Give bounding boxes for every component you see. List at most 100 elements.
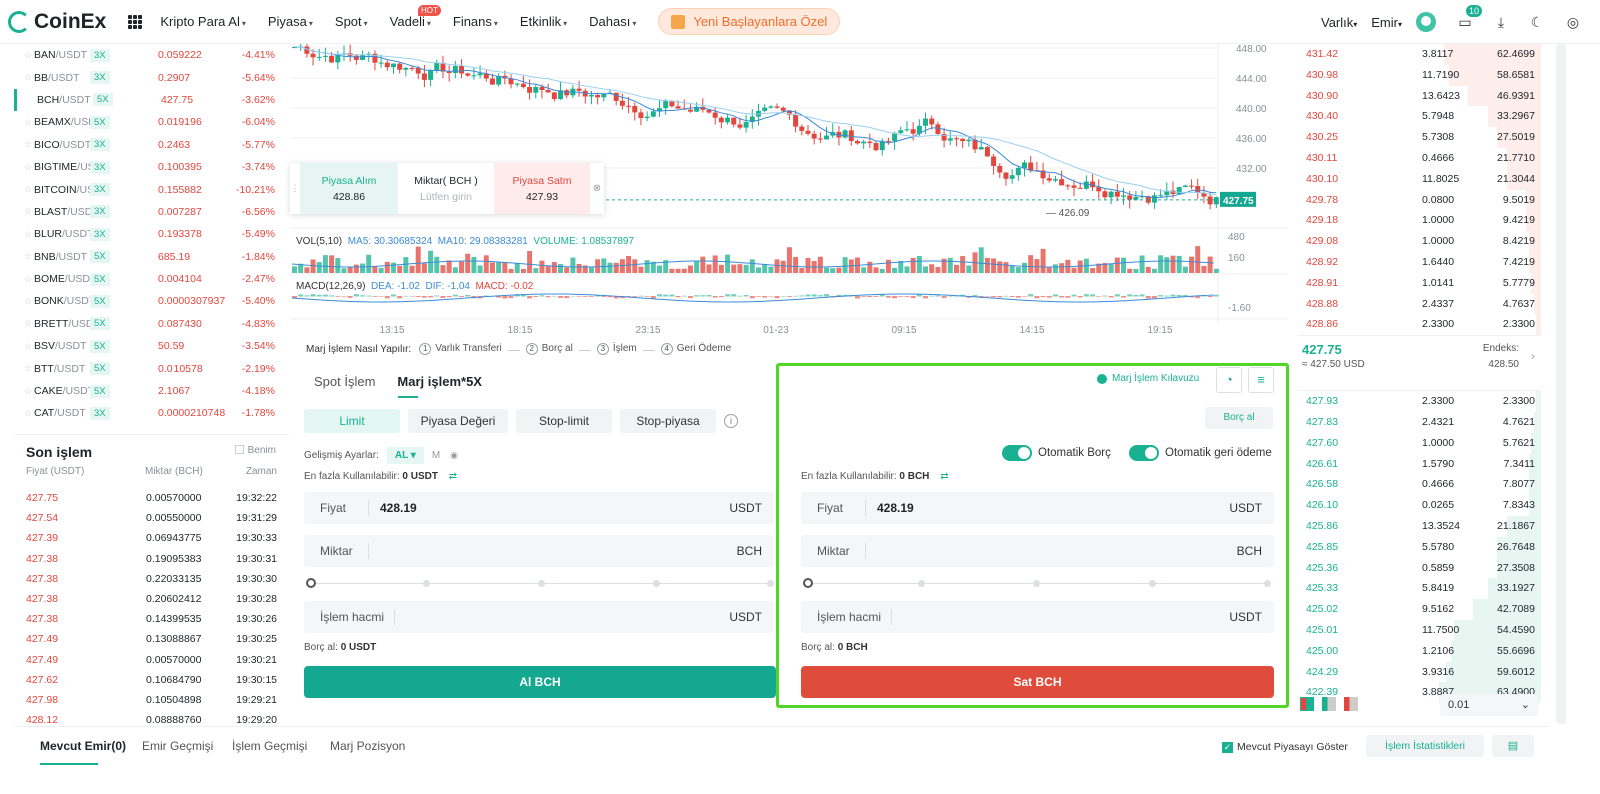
market-row[interactable]: ☆ BRETT/USDT 5X 0.087430 -4.83%: [14, 313, 289, 335]
book-view-both-icon[interactable]: [1300, 697, 1314, 711]
close-icon[interactable]: ⊗: [592, 183, 602, 194]
market-row[interactable]: ☆ BB/USDT 3X 0.2907 -5.64%: [14, 66, 289, 88]
market-row[interactable]: ☆ BLUR/USDT 3X 0.193378 -5.49%: [14, 223, 289, 245]
star-icon[interactable]: ☆: [24, 49, 33, 60]
orderbook-row[interactable]: 425.00 1.2106 55.6696: [1298, 640, 1541, 662]
star-icon[interactable]: ☆: [24, 139, 33, 150]
orderbook-row[interactable]: 427.83 2.4321 4.7621: [1298, 411, 1541, 433]
message-icon[interactable]: ▭ 10: [1456, 5, 1482, 31]
orderbook-row[interactable]: 429.18 1.0000 9.4219: [1298, 210, 1541, 232]
star-icon[interactable]: ☆: [24, 340, 33, 351]
avatar[interactable]: [1416, 12, 1436, 32]
star-icon[interactable]: ☆: [24, 116, 33, 127]
nav-item-5[interactable]: Etkinlik ▾: [519, 14, 568, 29]
document-icon[interactable]: ▤: [1492, 735, 1534, 757]
moon-icon[interactable]: ☾: [1530, 14, 1544, 30]
orderbook-row[interactable]: 429.08 1.0000 8.4219: [1298, 231, 1541, 252]
sell-price-input[interactable]: Fiyat 428.19 USDT: [801, 492, 1274, 524]
orderbook-row[interactable]: 430.90 13.6423 46.9391: [1298, 85, 1541, 107]
orderbook-row[interactable]: 430.98 11.7190 58.6581: [1298, 64, 1541, 86]
star-icon[interactable]: ☆: [24, 407, 33, 418]
assets-menu[interactable]: Varlık▾: [1320, 14, 1358, 30]
orderbook-row[interactable]: 426.10 0.0265 7.8343: [1298, 495, 1541, 516]
market-row[interactable]: ☆ BOME/USDT 5X 0.004104 -2.47%: [14, 268, 289, 290]
buy-price-input[interactable]: Fiyat 428.19 USDT: [304, 492, 774, 524]
market-row[interactable]: ☆ BLAST/USDT 3X 0.007287 -6.56%: [14, 201, 289, 223]
orderbook-row[interactable]: 425.33 5.8419 33.1927: [1298, 578, 1541, 600]
drag-handle-icon[interactable]: ⋮: [290, 183, 300, 193]
orderbook-row[interactable]: 426.58 0.4666 7.8077: [1298, 474, 1541, 496]
star-icon[interactable]: ☆: [24, 72, 33, 83]
market-row[interactable]: ☆ CAT/USDT 3X 0.0000210748 -1.78%: [14, 402, 289, 424]
buy-bch-button[interactable]: Al BCH: [304, 666, 776, 698]
apps-grid-icon[interactable]: [128, 14, 143, 29]
star-icon[interactable]: ☆: [24, 228, 33, 239]
info-icon[interactable]: i: [724, 414, 738, 428]
orderbook-row[interactable]: 429.78 0.0800 9.5019: [1298, 189, 1541, 211]
market-row[interactable]: BCH/USDT 5X 427.75 -3.62%: [14, 88, 289, 112]
star-icon[interactable]: ☆: [24, 273, 33, 284]
star-icon[interactable]: ☆: [24, 251, 33, 262]
sell-percent-slider[interactable]: [803, 578, 1271, 589]
orderbook-row[interactable]: 427.60 1.0000 5.7621: [1298, 432, 1541, 454]
orderbook-row[interactable]: 428.92 1.6440 7.4219: [1298, 251, 1541, 273]
market-row[interactable]: ☆ BITCOIN/USDT 3X 0.155882 -10.21%: [14, 178, 289, 200]
auto-repay-toggle[interactable]: Otomatik geri ödeme: [1129, 445, 1272, 461]
star-icon[interactable]: ☆: [24, 363, 33, 374]
market-row[interactable]: ☆ BIGTIME/USDT 3X 0.100395 -3.74%: [14, 156, 289, 178]
order-type-tab[interactable]: Piyasa Değeri: [408, 409, 508, 433]
nav-item-0[interactable]: Kripto Para Al ▾: [160, 14, 246, 29]
pie-chart-icon[interactable]: ◔: [1216, 367, 1242, 393]
star-icon[interactable]: ☆: [24, 318, 33, 329]
orderbook-row[interactable]: 431.42 3.8117 62.4699: [1298, 44, 1541, 65]
order-type-tab[interactable]: Stop-piyasa: [620, 409, 716, 433]
market-row[interactable]: ☆ CAKE/USDT 5X 2.1067 -4.18%: [14, 380, 289, 402]
market-row[interactable]: ☆ BONK/USDT 5X 0.0000307937 -5.40%: [14, 290, 289, 312]
buy-quantity-input[interactable]: Miktar BCH: [304, 535, 774, 567]
nav-item-2[interactable]: Spot ▾: [334, 14, 368, 29]
buy-volume-input[interactable]: İşlem hacmi USDT: [304, 601, 774, 633]
tab-margin[interactable]: Marj işlem*5X: [397, 374, 482, 389]
orderbook-row[interactable]: 427.93 2.3300 2.3300: [1298, 391, 1541, 412]
price-chart[interactable]: 448.00 444.00 440.00 436.00 432.00 427.75 — 42…: [290, 44, 1288, 338]
star-icon[interactable]: ☆: [24, 206, 33, 217]
bottom-tab[interactable]: Emir Geçmişi: [142, 739, 214, 753]
nav-item-4[interactable]: Finans ▾: [452, 14, 498, 29]
bottom-tab[interactable]: Marj Pozisyon: [330, 739, 406, 753]
auto-borrow-toggle[interactable]: Otomatik Borç: [1002, 445, 1111, 461]
star-icon[interactable]: ☆: [24, 184, 33, 195]
advanced-m-option[interactable]: M: [431, 450, 441, 461]
order-type-tab[interactable]: Limit: [304, 409, 400, 433]
market-row[interactable]: ☆ BICO/USDT 3X 0.2463 -5.77%: [14, 134, 289, 156]
orderbook-row[interactable]: 425.02 9.5162 42.7089: [1298, 599, 1541, 620]
buy-percent-slider[interactable]: [306, 578, 774, 589]
orderbook-row[interactable]: 424.29 3.9316 59.6012: [1298, 661, 1541, 683]
sell-bch-button[interactable]: Sat BCH: [801, 666, 1274, 698]
page-scrollbar[interactable]: [1556, 44, 1566, 724]
nav-item-6[interactable]: Dahası ▾: [589, 14, 637, 29]
star-icon[interactable]: ☆: [24, 385, 33, 396]
orderbook-row[interactable]: 425.86 13.3524 21.1867: [1298, 515, 1541, 537]
orderbook-row[interactable]: 425.01 11.7500 54.4590: [1298, 619, 1541, 641]
chevron-right-icon[interactable]: ›: [1531, 349, 1535, 364]
settings-sliders-icon[interactable]: ≡: [1248, 367, 1274, 393]
orderbook-row[interactable]: 428.88 2.4337 4.7637: [1298, 293, 1541, 315]
show-current-market-checkbox[interactable]: ✓ Mevcut Piyasayı Göster: [1222, 741, 1348, 753]
trade-stats-button[interactable]: İşlem İstatistikleri: [1366, 735, 1484, 757]
quick-sell-button[interactable]: Piyasa Satm 427.93: [494, 163, 590, 214]
market-row[interactable]: ☆ BTT/USDT 5X 0.0 10578 -2.19%: [14, 357, 289, 379]
market-row[interactable]: ☆ BNB/USDT 5X 685.19 -1.84%: [14, 246, 289, 268]
eye-icon[interactable]: ◉: [450, 450, 459, 460]
book-view-asks-icon[interactable]: [1344, 697, 1358, 711]
orderbook-row[interactable]: 430.11 0.4666 21.7710: [1298, 147, 1541, 169]
precision-select[interactable]: 0.01 ⌄: [1440, 694, 1538, 716]
market-row[interactable]: ☆ BSV/USDT 5X 50.59 -3.54%: [14, 335, 289, 357]
orderbook-row[interactable]: 425.36 0.5859 27.3508: [1298, 557, 1541, 579]
orderbook-row[interactable]: 428.86 2.3300 2.3300: [1298, 314, 1541, 336]
bottom-tab[interactable]: Mevcut Emir(0): [40, 739, 127, 753]
quick-qty-input[interactable]: Miktar( BCH ) Lütfen girin: [398, 163, 494, 214]
nav-item-3[interactable]: Vadeli ▾ HOT: [390, 5, 441, 29]
bottom-tab[interactable]: İşlem Geçmişi: [232, 739, 308, 753]
market-row[interactable]: ☆ BEAMX/USDT 5X 0.019196 -6.04%: [14, 111, 289, 133]
quick-buy-button[interactable]: Piyasa Alım 428.86: [300, 163, 398, 214]
